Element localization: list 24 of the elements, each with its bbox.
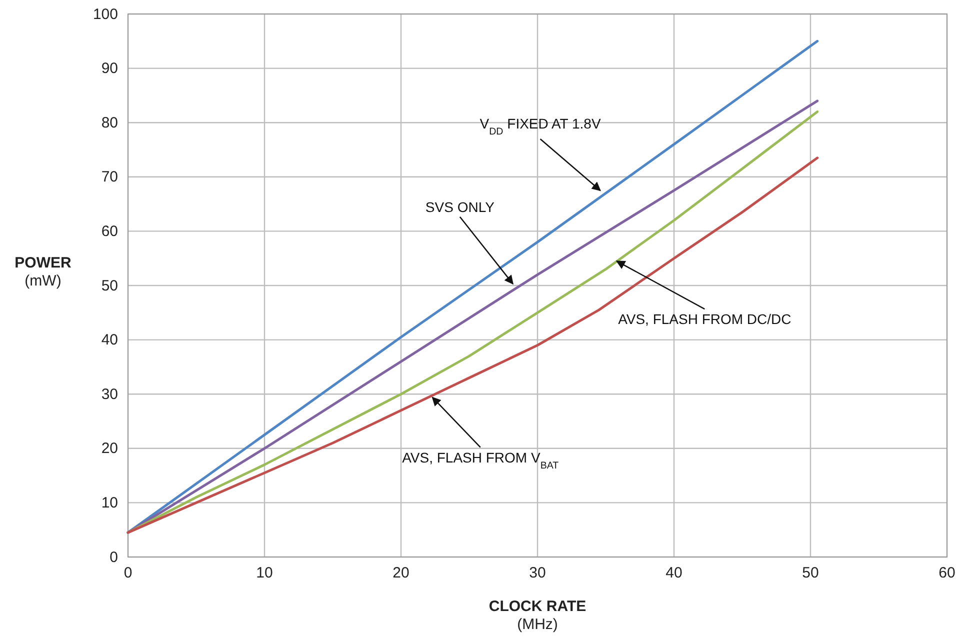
y-tick-label: 20 xyxy=(101,440,118,458)
annotation: AVS, FLASH FROM V$_{BAT}$ xyxy=(402,449,559,471)
annotation: V$_{DD}$ FIXED AT 1.8V xyxy=(480,115,602,137)
y-axis-title: POWER (mW) xyxy=(14,254,72,290)
y-tick-label: 90 xyxy=(101,60,118,78)
x-tick-label: 10 xyxy=(256,564,273,582)
x-axis-title: CLOCK RATE (MHz) xyxy=(488,598,586,633)
y-tick-label: 0 xyxy=(110,548,118,566)
x-tick-label: 40 xyxy=(666,564,682,582)
x-tick-label: 30 xyxy=(529,564,546,582)
y-tick-label: 60 xyxy=(101,223,118,240)
y-tick-label: 100 xyxy=(92,6,118,23)
y-tick-label: 30 xyxy=(101,386,118,403)
y-tick-label: 70 xyxy=(101,168,118,186)
x-tick-label: 0 xyxy=(124,564,132,582)
x-tick-label: 60 xyxy=(938,564,956,582)
y-tick-label: 50 xyxy=(101,277,118,294)
x-tick-label: 20 xyxy=(392,564,410,582)
annotation: AVS, FLASH FROM DC/DC xyxy=(618,311,792,328)
annotation: SVS ONLY xyxy=(425,198,496,215)
y-tick-label: 80 xyxy=(101,114,118,132)
y-tick-label: 10 xyxy=(101,494,118,512)
y-tick-label: 40 xyxy=(101,332,118,349)
x-tick-label: 50 xyxy=(802,564,819,582)
